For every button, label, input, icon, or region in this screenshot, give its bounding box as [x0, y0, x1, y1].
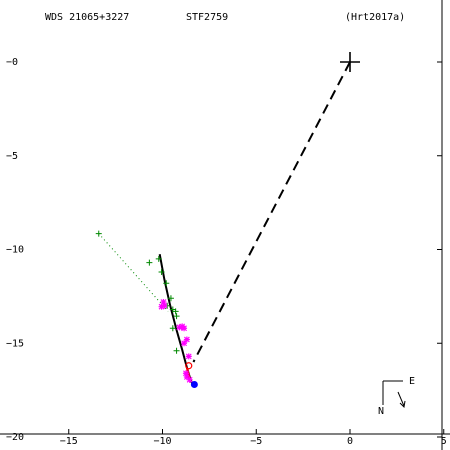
measure-star-point [182, 370, 189, 377]
measure-star-point [176, 324, 183, 331]
measure-circle-point [185, 362, 193, 370]
measure-plus-point [167, 295, 174, 302]
measure-plus-point [158, 269, 165, 275]
compass-rose: E N [378, 376, 415, 417]
y-tick-label: −0 [6, 57, 18, 68]
x-tick-label: 5 [441, 436, 447, 447]
header-center: STF2759 [186, 12, 228, 23]
measure-dot-point [190, 381, 198, 388]
measure-plus-point [95, 230, 102, 237]
measure-star-point [186, 376, 193, 383]
measure-star-point [183, 336, 190, 343]
orbit-arc [158, 254, 195, 387]
compass-arrow-icon [397, 391, 405, 407]
x-axis: −15 −10 −5 0 5 [60, 429, 447, 447]
measure-plus-point [169, 325, 176, 332]
measure-plus-point [173, 347, 180, 354]
header-right: (Hrt2017a) [345, 12, 405, 23]
measure-star-point [183, 374, 190, 380]
primary-star-marker [340, 52, 360, 72]
measure-plus-point [173, 313, 180, 320]
y-tick-label: −15 [6, 338, 24, 349]
measure-star-point [160, 299, 167, 305]
compass-east-label: E [409, 376, 415, 387]
dotted-link-line [98, 233, 169, 312]
measure-star-point [158, 303, 165, 310]
y-tick-label: −5 [6, 151, 18, 162]
x-tick-label: 0 [347, 436, 353, 447]
x-tick-label: −15 [60, 436, 78, 447]
plot-marks [95, 52, 360, 388]
measure-star-point [185, 353, 192, 360]
header-left: WDS 21065+3227 [45, 12, 129, 23]
x-tick-label: −5 [250, 436, 262, 447]
measure-plus-point [155, 255, 162, 262]
measure-star-point [161, 302, 168, 309]
y-axis: −0 −5 −10 −15 −20 [6, 57, 442, 443]
measure-plus-point [172, 308, 179, 315]
x-tick-label: −10 [153, 436, 171, 447]
measure-star-point [181, 325, 188, 332]
y-tick-label: −20 [6, 432, 24, 443]
y-tick-label: −10 [6, 245, 24, 256]
compass-north-label: N [378, 406, 384, 417]
measure-star-point [181, 340, 188, 347]
measure-plus-point [163, 280, 170, 287]
compass-arrowhead-icon [399, 400, 406, 409]
measure-plus-point [146, 259, 153, 266]
node-line [192, 61, 351, 363]
